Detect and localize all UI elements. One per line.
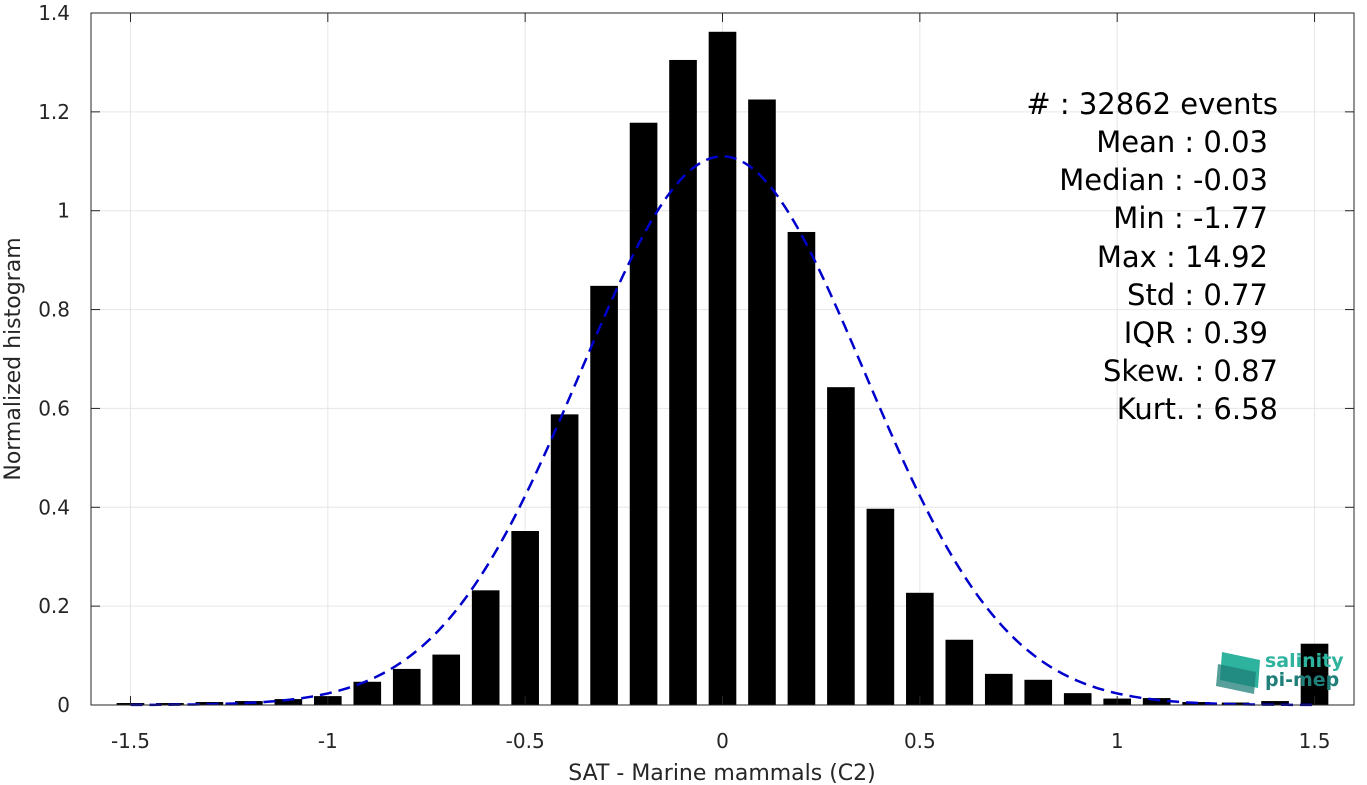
stat-iqr: IQR : 0.39 — [1124, 316, 1268, 350]
histogram-bar — [511, 531, 539, 705]
logo-text-line2: pi-mep — [1265, 669, 1339, 691]
histogram-bar — [629, 122, 658, 705]
x-axis-label: SAT - Marine mammals (C2) — [568, 761, 876, 785]
histogram-bar — [748, 99, 776, 705]
stat-median: Median : -0.03 — [1059, 163, 1268, 197]
gaussian-fit-curve — [130, 155, 1315, 707]
y-tick-label: 0.4 — [38, 495, 70, 519]
histogram-bar — [669, 59, 697, 705]
stats-box: # : 32862 events Mean : 0.03 Median : -0… — [1026, 87, 1278, 426]
histogram-bar — [827, 387, 855, 705]
histogram-bar — [353, 681, 382, 705]
histogram-bar — [984, 673, 1013, 705]
histogram-bar — [1300, 643, 1329, 705]
histogram-bar — [906, 592, 934, 705]
x-tick-label: -0.5 — [506, 729, 545, 753]
histogram-bar — [1142, 698, 1171, 705]
x-tick-label: -1.5 — [111, 729, 150, 753]
logo-wave-layer-icon — [1216, 664, 1256, 694]
y-tick-label: 0 — [57, 693, 70, 717]
x-tick-label: 0.5 — [904, 729, 936, 753]
y-tick-label: 1.4 — [38, 1, 70, 25]
histogram-bar — [1261, 701, 1289, 705]
histogram-bar — [708, 31, 737, 706]
logo-text-line1: salinity — [1265, 650, 1344, 672]
histogram-bar — [274, 699, 303, 705]
salinity-pimep-logo: salinity pi-mep — [1216, 650, 1344, 694]
y-tick-label: 1.2 — [38, 100, 70, 124]
stat-skew: Skew. : 0.87 — [1103, 354, 1278, 388]
y-tick-label: 1 — [57, 199, 70, 223]
histogram-bar — [590, 285, 618, 705]
x-tick-label: 0 — [716, 729, 729, 753]
histogram-bar — [471, 590, 500, 705]
x-tick-labels: -1.5 -1 -0.5 0 0.5 1 1.5 — [111, 729, 1330, 753]
histogram-bar — [787, 231, 816, 705]
y-tick-label: 0.8 — [38, 298, 70, 322]
stat-std: Std : 0.77 — [1127, 278, 1268, 312]
x-tick-label: 1 — [1111, 729, 1124, 753]
x-tick-label: 1.5 — [1299, 729, 1331, 753]
stat-mean: Mean : 0.03 — [1096, 125, 1268, 159]
axis-ticks — [91, 12, 1354, 706]
histogram-bar — [550, 414, 579, 705]
histogram-bar — [392, 668, 421, 705]
y-tick-label: 0.6 — [38, 396, 70, 420]
histogram-bar — [432, 654, 461, 705]
stat-kurt: Kurt. : 6.58 — [1117, 392, 1278, 426]
histogram-bar — [1063, 693, 1092, 705]
y-axis-label: Normalized histogram — [1, 237, 26, 480]
stat-max: Max : 14.92 — [1097, 240, 1268, 274]
stat-count: # : 32862 events — [1026, 87, 1278, 121]
stat-min: Min : -1.77 — [1113, 201, 1268, 235]
x-tick-label: -1 — [318, 729, 338, 753]
histogram-bar — [866, 508, 895, 705]
y-tick-labels: 0 0.2 0.4 0.6 0.8 1 1.2 1.4 — [38, 1, 70, 717]
histogram-bar — [945, 639, 974, 705]
y-tick-label: 0.2 — [38, 594, 70, 618]
histogram-bar — [1024, 679, 1053, 705]
